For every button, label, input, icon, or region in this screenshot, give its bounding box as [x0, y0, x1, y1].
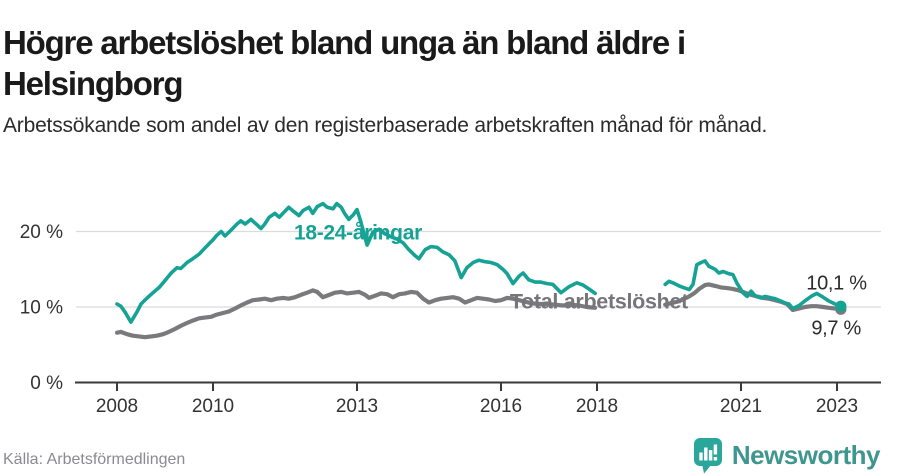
x-axis-label: 2018	[576, 396, 618, 417]
series-line-total	[663, 282, 843, 313]
y-axis-label: 20 %	[20, 222, 63, 243]
x-axis-label: 2021	[720, 396, 762, 417]
series-label-total: Total arbetslöshet	[510, 289, 688, 313]
x-axis-label: 2013	[336, 396, 378, 417]
series-line-young	[115, 201, 597, 324]
series-line-total	[114, 288, 598, 340]
brand-wordmark: Newsworthy	[731, 440, 881, 470]
x-axis-label: 2023	[816, 396, 858, 417]
y-axis-label: 0 %	[30, 373, 63, 394]
page-title: Högre arbetslöshet bland unga än bland ä…	[3, 24, 686, 103]
series-line-young	[663, 259, 843, 311]
x-axis-label: 2016	[480, 396, 522, 417]
newsworthy-logo: Newsworthy	[693, 437, 881, 474]
series-label-young: 18-24-åringar	[294, 221, 422, 244]
y-axis-label: 10 %	[20, 298, 63, 319]
unemployment-line-chart: 2008 2010 2013 2016 2018 2021 2023 20 % 10 % 0 % 1…	[20, 201, 881, 417]
value-label-young: 10,1 %	[806, 272, 867, 294]
chart-subtitle: Arbetssökande som andel av den registerb…	[3, 114, 768, 137]
x-axis-label: 2008	[96, 396, 138, 417]
end-dot-young	[835, 300, 847, 312]
x-axis-label: 2010	[192, 396, 234, 417]
bar-chart-speech-bubble-icon	[693, 438, 722, 474]
value-label-total: 9,7 %	[811, 317, 861, 339]
source-note: Källa: Arbetsförmedlingen	[3, 451, 186, 468]
